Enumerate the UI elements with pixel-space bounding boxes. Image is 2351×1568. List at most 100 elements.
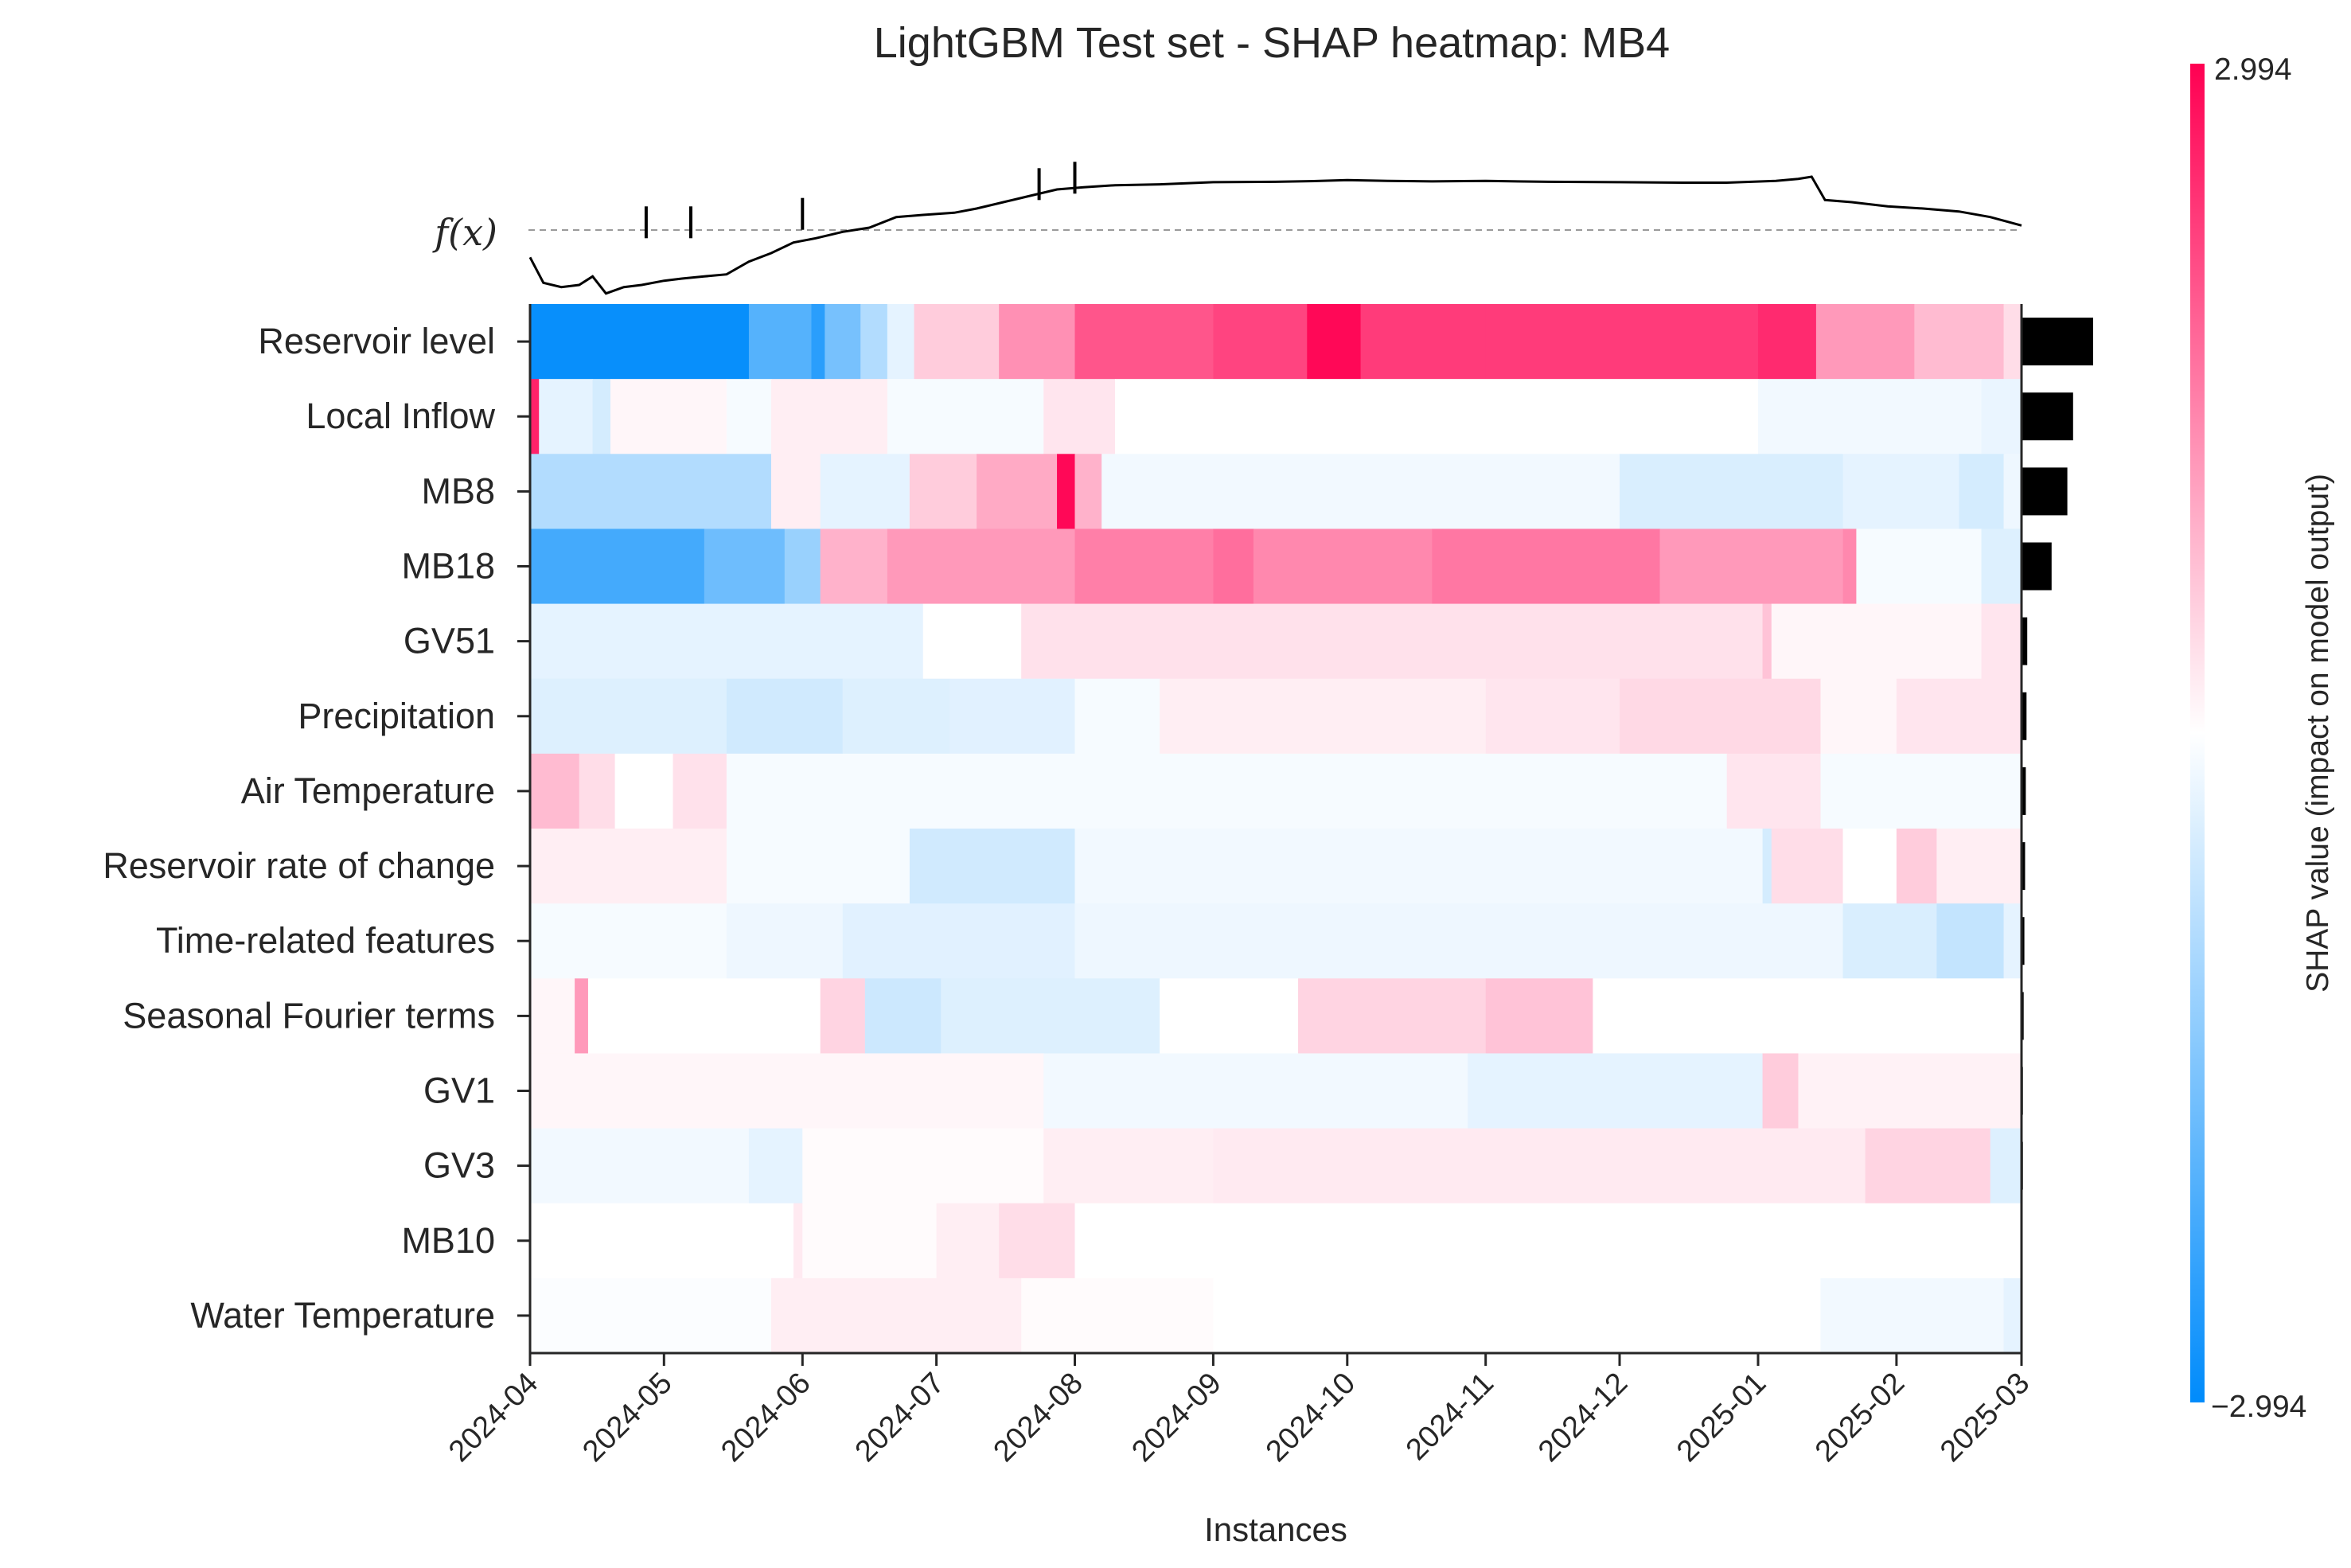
importance-bar-reservoir-rate-of-change [2022,842,2025,891]
heat-cell-air-temperature [1726,753,1822,829]
importance-bar-mb18 [2022,542,2052,591]
heat-cell-air-temperature [726,753,1728,829]
importance-bar-local-inflow [2022,392,2073,441]
feature-label-mb18: MB18 [401,546,495,587]
x-tick-label: 2024-09 [1125,1367,1227,1469]
x-tick-label: 2024-08 [988,1367,1090,1469]
colorbar [2190,64,2205,1402]
heat-cell-gv3 [1213,1128,1866,1204]
heat-cell-water-temperature [530,1277,772,1354]
heat-cell-mb18 [820,529,888,605]
feature-label-air-temperature: Air Temperature [241,770,495,811]
heat-cell-time-related-features [2003,903,2022,979]
heatmap-rows [530,304,2022,1354]
heat-cell-water-temperature [2003,1277,2022,1354]
heat-cell-mb8 [1620,454,1844,529]
heat-cell-time-related-features [1074,903,1844,979]
heat-cell-gv1 [1043,1053,1468,1129]
heat-cell-mb10 [936,1203,1000,1279]
heat-cell-reservoir-level [1307,304,1362,380]
importance-bar-air-temperature [2022,766,2026,815]
heat-cell-seasonal-fourier-terms [1593,978,2022,1054]
heat-cell-mb10 [1074,1203,2022,1279]
colorbar-title: SHAP value (impact on model output) [2301,474,2335,993]
heat-cell-seasonal-fourier-terms [864,978,942,1054]
heat-cell-local-inflow [1981,379,2022,454]
heat-cell-mb8 [530,454,772,529]
heat-cell-mb18 [1074,529,1214,605]
heat-cell-mb18 [1842,529,1857,605]
heat-cell-reservoir-level [914,304,1000,380]
heat-cell-gv51 [922,603,1022,680]
heat-cell-reservoir-rate-of-change [1762,829,1772,904]
heat-cell-reservoir-rate-of-change [1896,829,1937,904]
heat-cell-gv51 [1762,603,1772,680]
heat-cell-mb18 [1659,529,1844,605]
heat-cell-local-inflow [539,379,594,454]
heat-cell-reservoir-rate-of-change [1842,829,1897,904]
heat-cell-reservoir-rate-of-change [1936,829,2022,904]
heat-cell-reservoir-level [1213,304,1308,380]
heat-cell-air-temperature [1820,753,2022,829]
heat-cell-seasonal-fourier-terms [587,978,821,1054]
heat-cell-gv51 [1771,603,1983,680]
heat-cell-local-inflow [530,379,540,454]
heat-cell-mb18 [1981,529,2022,605]
heat-cell-precipitation [842,678,951,755]
importance-bar-precipitation [2022,692,2027,740]
heat-cell-seasonal-fourier-terms [1485,978,1593,1054]
heat-cell-mb8 [1842,454,1960,529]
heat-cell-water-temperature [770,1277,1022,1354]
heat-cell-reservoir-rate-of-change [909,829,1076,904]
heat-cell-gv51 [1021,603,1764,680]
heat-cell-precipitation [1074,678,1160,755]
heat-cell-mb8 [1959,454,2005,529]
heat-cell-mb18 [1856,529,1983,605]
heat-cell-local-inflow [592,379,611,454]
heat-cell-gv3 [1990,1128,2022,1204]
heat-cell-mb10 [530,1203,794,1279]
heat-cell-air-temperature [579,753,616,829]
heat-cell-local-inflow [1757,379,1983,454]
x-tick-label: 2025-03 [1934,1367,2036,1469]
heat-cell-mb18 [530,529,705,605]
heat-cell-mb10 [802,1203,938,1279]
heat-cell-air-temperature [614,753,674,829]
heat-cell-time-related-features [726,903,844,979]
importance-bars [2022,318,2093,1340]
heat-cell-mb8 [770,454,821,529]
importance-bar-gv51 [2022,617,2028,665]
heat-cell-reservoir-level [860,304,888,380]
heat-cell-gv51 [530,603,924,680]
importance-bar-reservoir-level [2022,318,2093,366]
heat-cell-mb8 [1101,454,1620,529]
heat-cell-precipitation [1820,678,1897,755]
fx-line-group [528,162,2022,295]
heat-cell-air-temperature [673,753,727,829]
feature-label-reservoir-level: Reservoir level [258,321,495,361]
heat-cell-gv1 [1468,1053,1764,1129]
x-tick-label: 2024-12 [1532,1367,1634,1469]
colorbar-min-label: −2.994 [2211,1390,2306,1424]
heat-cell-water-temperature [1820,1277,2005,1354]
feature-label-mb10: MB10 [401,1220,495,1261]
heat-cell-reservoir-rate-of-change [530,829,727,904]
fx-label: f(x) [432,211,497,254]
x-tick-label: 2024-10 [1260,1367,1362,1469]
feature-label-precipitation: Precipitation [298,696,495,736]
heat-cell-time-related-features [1842,903,1937,979]
heat-cell-local-inflow [770,379,888,454]
heat-cell-seasonal-fourier-terms [530,978,575,1054]
heat-cell-gv1 [530,1053,1044,1129]
heat-cell-reservoir-rate-of-change [726,829,910,904]
heat-cell-mb8 [1074,454,1102,529]
heat-cell-reservoir-level [1914,304,2005,380]
heat-cell-seasonal-fourier-terms [941,978,1160,1054]
feature-label-gv51: GV51 [404,621,495,661]
heat-cell-gv3 [530,1128,750,1204]
heat-cell-precipitation [1160,678,1487,755]
heat-cell-gv3 [1043,1128,1214,1204]
heat-cell-seasonal-fourier-terms [820,978,866,1054]
heat-cell-air-temperature [530,753,580,829]
